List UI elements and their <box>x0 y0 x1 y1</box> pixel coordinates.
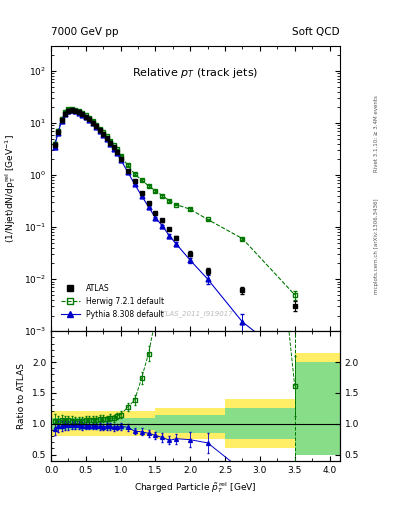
Bar <box>295 353 340 455</box>
Legend: ATLAS, Herwig 7.2.1 default, Pythia 8.308 default: ATLAS, Herwig 7.2.1 default, Pythia 8.30… <box>58 281 167 322</box>
Y-axis label: Ratio to ATLAS: Ratio to ATLAS <box>17 363 26 429</box>
Bar <box>156 409 225 439</box>
Bar <box>225 409 295 439</box>
X-axis label: Charged Particle $\tilde{p}_T^{\,\mathrm{rel}}$ [GeV]: Charged Particle $\tilde{p}_T^{\,\mathrm… <box>134 480 257 495</box>
Bar <box>225 399 295 449</box>
Text: Soft QCD: Soft QCD <box>292 27 340 37</box>
Text: ATLAS_2011_I919017: ATLAS_2011_I919017 <box>158 310 233 317</box>
Text: mcplots.cern.ch [arXiv:1306.3436]: mcplots.cern.ch [arXiv:1306.3436] <box>374 198 379 293</box>
Text: Relative $p_T$ (track jets): Relative $p_T$ (track jets) <box>132 66 259 80</box>
Bar <box>156 415 225 433</box>
Bar <box>295 362 340 455</box>
Text: Rivet 3.1.10; ≥ 3.4M events: Rivet 3.1.10; ≥ 3.4M events <box>374 95 379 172</box>
Text: 7000 GeV pp: 7000 GeV pp <box>51 27 119 37</box>
Y-axis label: (1/Njet)dN/dp$_\mathrm{T}^\mathrm{rel}$ [GeV$^{-1}$]: (1/Njet)dN/dp$_\mathrm{T}^\mathrm{rel}$ … <box>4 134 18 243</box>
Bar <box>51 418 156 430</box>
Bar <box>51 412 156 436</box>
